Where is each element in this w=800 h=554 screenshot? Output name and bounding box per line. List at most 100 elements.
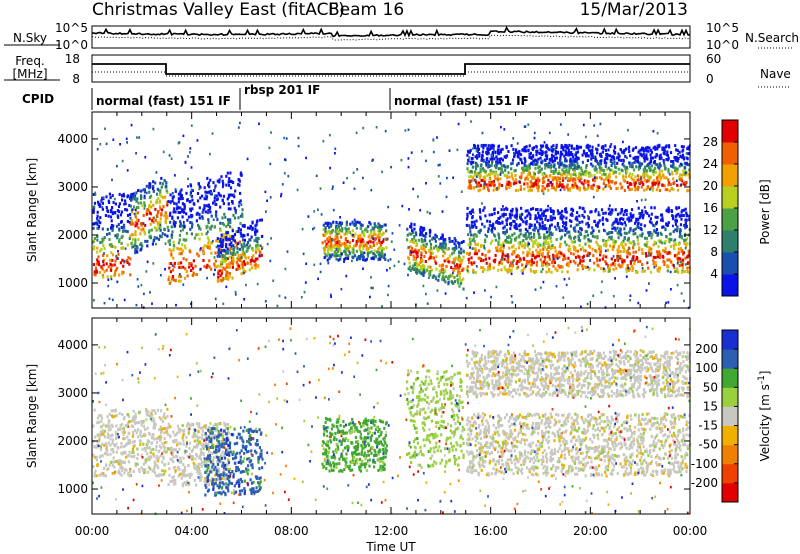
power-cell — [643, 224, 646, 228]
power-cell — [330, 244, 333, 248]
power-cell — [505, 219, 508, 223]
power-cell — [458, 284, 461, 288]
power-cell — [96, 217, 99, 221]
power-cell — [584, 154, 588, 158]
power-cell — [119, 261, 122, 265]
power-cell — [446, 247, 449, 251]
power-cell — [579, 175, 582, 179]
power-cell — [327, 229, 330, 233]
power-cell — [129, 217, 132, 220]
power-cell — [531, 251, 534, 255]
power-cell — [575, 223, 578, 227]
power-cell — [538, 169, 541, 173]
power-cell — [336, 235, 339, 239]
power-cell — [361, 238, 364, 242]
power-cell — [496, 187, 498, 190]
power-cell — [115, 224, 119, 228]
power-cell — [105, 142, 108, 146]
power-cell — [607, 166, 610, 170]
power-cell — [117, 205, 121, 209]
power-cell — [617, 167, 620, 171]
power-cell — [649, 148, 653, 152]
power-cell — [619, 254, 622, 258]
power-cell — [188, 265, 191, 269]
power-cell — [145, 270, 148, 273]
power-cell — [550, 156, 553, 160]
power-cell — [431, 251, 434, 255]
power-cell — [457, 122, 460, 126]
power-cell — [685, 244, 688, 248]
power-cell — [424, 260, 427, 263]
power-cell — [148, 186, 151, 190]
power-cell — [348, 230, 352, 234]
velocity-cell — [164, 469, 167, 473]
power-cell — [649, 175, 652, 179]
freq-panel: Freq. [MHz] 18 8 60 0 Nave — [4, 52, 791, 88]
power-cell — [490, 224, 493, 228]
power-cell — [181, 215, 184, 219]
power-cell — [542, 245, 545, 249]
power-cell — [527, 148, 530, 152]
power-cell — [377, 247, 380, 251]
power-cell — [518, 224, 521, 228]
power-cell — [664, 188, 667, 192]
power-cell — [542, 247, 545, 251]
power-cell — [649, 253, 652, 257]
power-cell — [110, 219, 113, 223]
power-cell — [171, 275, 175, 278]
power-cell — [537, 231, 540, 235]
power-cell — [119, 213, 122, 217]
power-cell — [676, 226, 679, 230]
power-cell — [515, 181, 518, 185]
power-cell — [528, 247, 531, 251]
power-cell — [572, 168, 575, 171]
power-cell — [105, 206, 108, 209]
power-cell — [577, 223, 580, 226]
power-cell — [244, 270, 247, 274]
power-cell — [208, 226, 211, 230]
power-cell — [608, 244, 612, 248]
power-cell — [234, 252, 237, 256]
power-cell — [255, 223, 258, 227]
power-cell — [243, 242, 246, 246]
power-cell — [495, 219, 499, 223]
power-cell — [564, 176, 567, 180]
power-cell — [565, 146, 568, 150]
power-cell — [373, 230, 376, 234]
power-cell — [384, 223, 387, 227]
power-cell — [608, 172, 612, 176]
power-cell — [656, 234, 659, 237]
power-cell — [468, 224, 471, 228]
power-cell — [572, 177, 575, 181]
power-cell — [130, 193, 133, 197]
power-cell — [508, 246, 511, 250]
power-cell — [191, 273, 194, 277]
power-cell — [222, 202, 225, 206]
power-cell — [96, 234, 99, 238]
power-cell — [592, 178, 595, 182]
power-cell — [455, 246, 458, 250]
power-cell — [576, 249, 580, 253]
power-cell — [240, 234, 243, 238]
power-cell — [178, 224, 182, 228]
power-cell — [658, 162, 661, 166]
velocity-cell — [112, 450, 115, 454]
power-cell — [432, 139, 435, 142]
power-cell — [543, 245, 546, 249]
power-cell — [666, 264, 669, 268]
power-cell — [586, 170, 589, 174]
power-cell — [420, 233, 424, 237]
power-cell — [481, 222, 484, 226]
power-cell — [344, 256, 347, 260]
power-cell — [360, 250, 363, 254]
power-cell — [457, 272, 460, 276]
power-cell — [535, 263, 538, 267]
power-cell — [665, 235, 668, 238]
power-cell — [479, 188, 482, 192]
power-cell — [182, 221, 185, 224]
power-cell — [409, 239, 412, 243]
power-cell — [131, 195, 134, 199]
power-cell — [623, 221, 626, 225]
power-cell — [459, 281, 463, 285]
power-cell — [248, 268, 251, 272]
